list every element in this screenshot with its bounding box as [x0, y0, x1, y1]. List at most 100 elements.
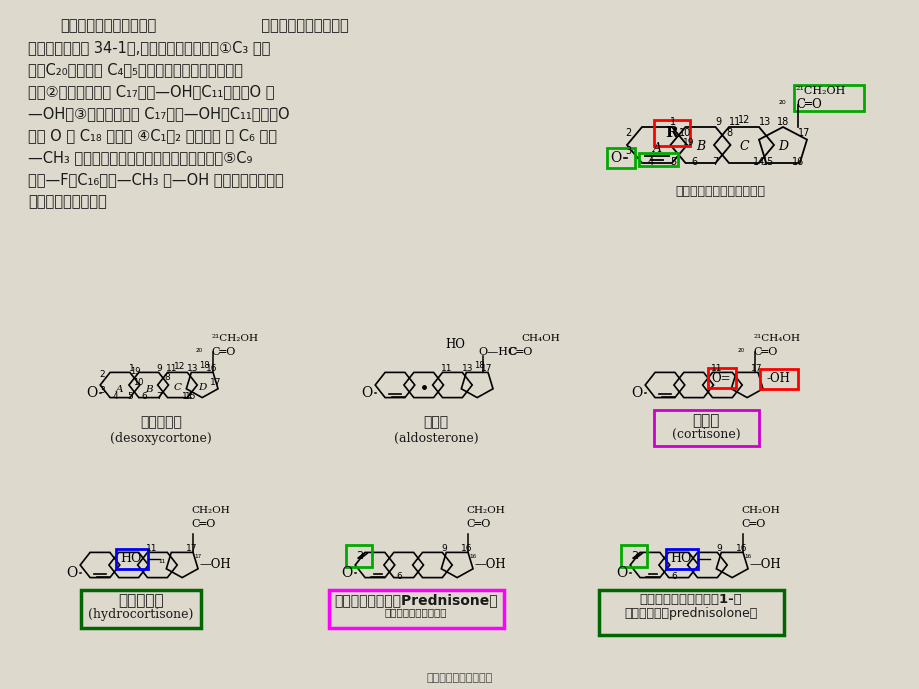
- Text: ₁₁: ₁₁: [158, 556, 165, 565]
- Text: 6: 6: [671, 573, 677, 582]
- Text: 4: 4: [647, 157, 653, 167]
- Text: 8: 8: [165, 373, 170, 382]
- Text: (desoxycortone): (desoxycortone): [110, 431, 211, 444]
- Text: 11: 11: [440, 364, 452, 373]
- Text: 12: 12: [737, 115, 749, 125]
- Text: 6: 6: [691, 157, 697, 167]
- Text: A: A: [652, 143, 661, 156]
- Text: 1: 1: [129, 364, 134, 373]
- Text: 15: 15: [185, 392, 196, 401]
- Text: 基、C₂₀的炭基及 C₄～₅的双键是保持生理功能所必: 基、C₂₀的炭基及 C₄～₅的双键是保持生理功能所必: [28, 62, 243, 77]
- Text: C═O: C═O: [753, 347, 777, 358]
- Text: HO: HO: [669, 552, 690, 565]
- Text: 16: 16: [735, 544, 747, 553]
- Text: C═O: C═O: [741, 520, 765, 529]
- Text: 17: 17: [751, 364, 762, 373]
- Text: 16: 16: [206, 364, 218, 373]
- Text: 15: 15: [761, 157, 774, 167]
- Bar: [707, 368, 734, 388]
- Text: 11: 11: [165, 364, 177, 373]
- Text: O: O: [361, 387, 372, 400]
- Text: 泼尼松龙（强的松龙，1-希: 泼尼松龙（强的松龙，1-希: [639, 593, 742, 606]
- Text: ²¹CH₄OH: ²¹CH₄OH: [753, 334, 800, 343]
- Text: 2: 2: [357, 551, 363, 561]
- Text: 腾上腺皮质激素的基本结构: 腾上腺皮质激素的基本结构: [675, 185, 765, 198]
- Text: 7: 7: [711, 157, 718, 167]
- Text: CH₂OH: CH₂OH: [466, 506, 505, 515]
- Text: CH₄OH: CH₄OH: [520, 334, 560, 343]
- Text: (hydrocortisone): (hydrocortisone): [88, 608, 194, 621]
- Text: 11: 11: [710, 364, 721, 373]
- Text: 13: 13: [758, 117, 770, 127]
- Text: (aldosterone): (aldosterone): [393, 431, 478, 444]
- Text: D: D: [198, 382, 206, 391]
- Text: O=: O=: [711, 371, 731, 384]
- Text: C: C: [174, 382, 181, 391]
- Text: O: O: [66, 566, 78, 580]
- Text: 引入—F，C₁₆引入—CH₃ 或—OH 则抗炎作用更强、: 引入—F，C₁₆引入—CH₃ 或—OH 则抗炎作用更强、: [28, 172, 283, 187]
- Bar: [620, 545, 646, 567]
- Text: (cortisone): (cortisone): [671, 428, 740, 440]
- Text: CH₂OH: CH₂OH: [191, 506, 230, 515]
- Text: 腾上腺皮质激素的基本: 腾上腺皮质激素的基本: [252, 18, 348, 33]
- Text: O: O: [609, 151, 621, 165]
- Text: 可的松: 可的松: [692, 413, 719, 429]
- Text: A: A: [116, 384, 124, 393]
- Text: 10: 10: [678, 128, 691, 138]
- Text: 3: 3: [99, 386, 105, 395]
- Bar: [639, 153, 677, 165]
- Text: 17: 17: [210, 378, 221, 387]
- Text: D: D: [777, 141, 788, 154]
- Text: 第三页，共三十八页。: 第三页，共三十八页。: [384, 608, 447, 617]
- Text: 醆固酸: 醆固酸: [423, 415, 448, 430]
- Text: -OH: -OH: [766, 372, 789, 385]
- Text: —OH: —OH: [199, 559, 231, 571]
- Text: O: O: [616, 566, 627, 580]
- Text: 2: 2: [99, 371, 105, 380]
- Text: C═O: C═O: [191, 520, 215, 529]
- Text: 氢化可的松，prednisolone）: 氢化可的松，prednisolone）: [624, 606, 757, 619]
- Text: 7: 7: [155, 393, 162, 402]
- Text: C═O: C═O: [795, 99, 821, 112]
- Text: 1: 1: [670, 117, 675, 127]
- Text: 去氧皮质酸: 去氧皮质酸: [140, 415, 182, 430]
- Text: 19: 19: [682, 138, 694, 147]
- Text: 2: 2: [625, 128, 631, 138]
- Bar: [328, 590, 503, 628]
- Text: 16: 16: [460, 544, 472, 553]
- Text: B: B: [695, 141, 704, 154]
- Text: C═O: C═O: [210, 347, 235, 358]
- Text: C: C: [738, 141, 748, 154]
- Text: 11: 11: [728, 117, 741, 127]
- Text: 18: 18: [776, 117, 789, 127]
- Text: 9: 9: [716, 544, 721, 553]
- Text: R: R: [665, 126, 677, 140]
- Text: ²¹CH₂OH: ²¹CH₂OH: [795, 86, 845, 96]
- Text: 17: 17: [187, 544, 198, 553]
- Text: 或有 O 与 C₁₈ 相联； ④C₁～₂ 为双键以 及 C₆ 引入: 或有 O 与 C₁₈ 相联； ④C₁～₂ 为双键以 及 C₆ 引入: [28, 128, 277, 143]
- Text: —CH₃ 则抗炎作用增强、水盐代谢作用减弱；⑤C₉: —CH₃ 则抗炎作用增强、水盐代谢作用减弱；⑤C₉: [28, 150, 252, 165]
- Text: ¹⁷: ¹⁷: [194, 553, 201, 563]
- Text: 14: 14: [752, 157, 765, 167]
- Text: 6: 6: [141, 393, 146, 402]
- Text: 2: 2: [631, 551, 638, 561]
- Text: 12: 12: [174, 362, 185, 371]
- Text: 17: 17: [481, 364, 493, 373]
- Text: 第三页，共三十八页。: 第三页，共三十八页。: [426, 673, 493, 683]
- Bar: [346, 545, 372, 567]
- Text: HO: HO: [119, 552, 142, 565]
- Text: B: B: [144, 384, 153, 393]
- Text: 6: 6: [396, 573, 403, 582]
- Text: 17: 17: [797, 128, 810, 138]
- Bar: [607, 147, 634, 167]
- Text: C═O: C═O: [507, 347, 532, 358]
- Text: 5: 5: [670, 157, 675, 167]
- Text: —OH: —OH: [473, 559, 505, 571]
- Text: 18: 18: [473, 361, 484, 370]
- Bar: [81, 590, 201, 628]
- Text: ²¹CH₂OH: ²¹CH₂OH: [210, 334, 257, 343]
- Text: 14: 14: [181, 393, 193, 402]
- Bar: [664, 548, 697, 568]
- Text: C═O: C═O: [466, 520, 490, 529]
- Text: O: O: [341, 566, 353, 580]
